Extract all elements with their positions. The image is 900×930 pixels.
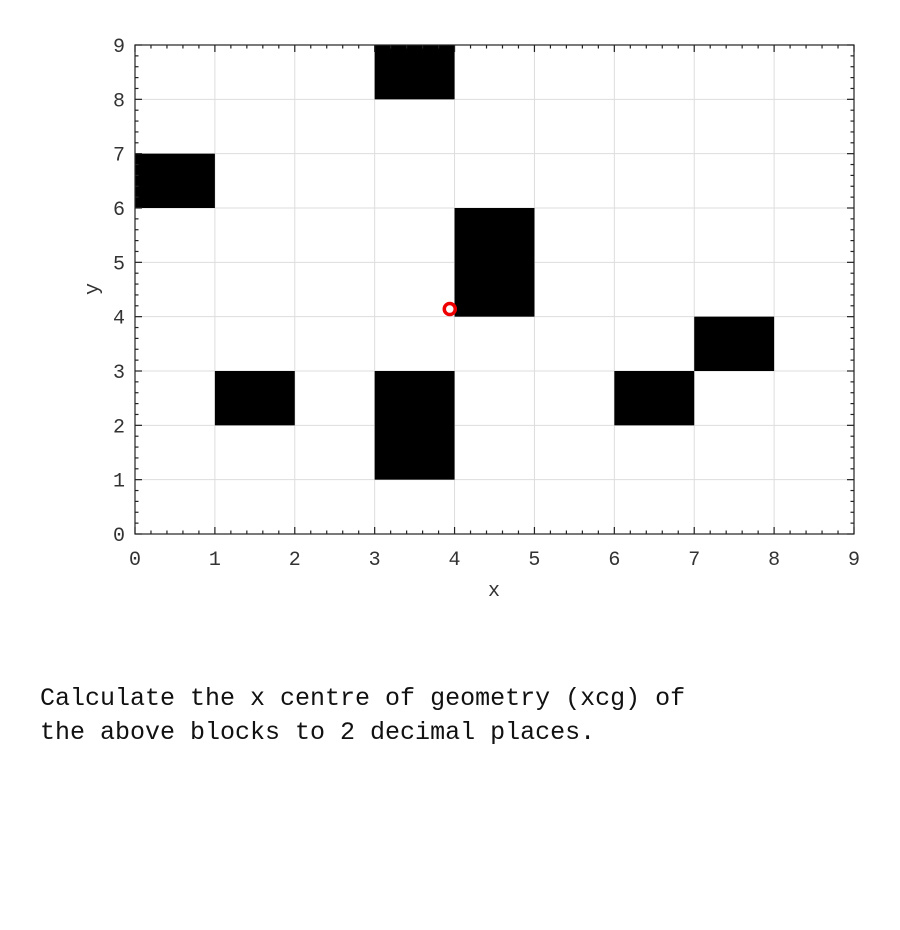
y-tick-label: 6 xyxy=(113,199,125,222)
x-tick-label: 4 xyxy=(449,549,461,572)
block xyxy=(374,45,455,100)
block-plot: 0 1 2 3 4 5 6 7 8 9 0 1 2 3 4 5 6 7 8 9 x y xyxy=(82,36,860,603)
centroid-marker xyxy=(442,301,458,317)
x-tick-label: 6 xyxy=(608,549,620,572)
y-tick-label: 5 xyxy=(113,253,125,276)
x-tick-label: 1 xyxy=(209,549,221,572)
y-tick-labels: 0 1 2 3 4 5 6 7 8 9 xyxy=(113,36,125,548)
y-tick-label: 7 xyxy=(113,145,125,168)
y-tick-label: 0 xyxy=(113,525,125,548)
x-tick-labels: 0 1 2 3 4 5 6 7 8 9 xyxy=(129,549,860,572)
y-tick-label: 4 xyxy=(113,308,125,331)
ticks xyxy=(134,44,855,535)
x-tick-label: 8 xyxy=(768,549,780,572)
y-tick-label: 8 xyxy=(113,90,125,113)
x-tick-label: 7 xyxy=(688,549,700,572)
x-tick-label: 9 xyxy=(848,549,860,572)
y-tick-label: 2 xyxy=(113,416,125,439)
question-text: Calculate the x centre of geometry (xcg)… xyxy=(40,684,686,747)
block xyxy=(454,208,535,317)
markers xyxy=(442,301,458,317)
y-axis-label: y xyxy=(82,283,105,295)
block xyxy=(374,371,455,480)
x-tick-label: 5 xyxy=(528,549,540,572)
block xyxy=(614,371,695,426)
x-tick-label: 3 xyxy=(369,549,381,572)
y-tick-label: 3 xyxy=(113,362,125,385)
plot-frame xyxy=(134,44,855,535)
y-tick-label: 1 xyxy=(113,471,125,494)
blocks xyxy=(135,45,775,480)
x-tick-label: 0 xyxy=(129,549,141,572)
block xyxy=(135,153,215,208)
x-tick-label: 2 xyxy=(289,549,301,572)
block xyxy=(214,371,295,426)
y-tick-label: 9 xyxy=(113,36,125,59)
x-axis-label: x xyxy=(488,580,500,603)
block xyxy=(694,316,775,371)
